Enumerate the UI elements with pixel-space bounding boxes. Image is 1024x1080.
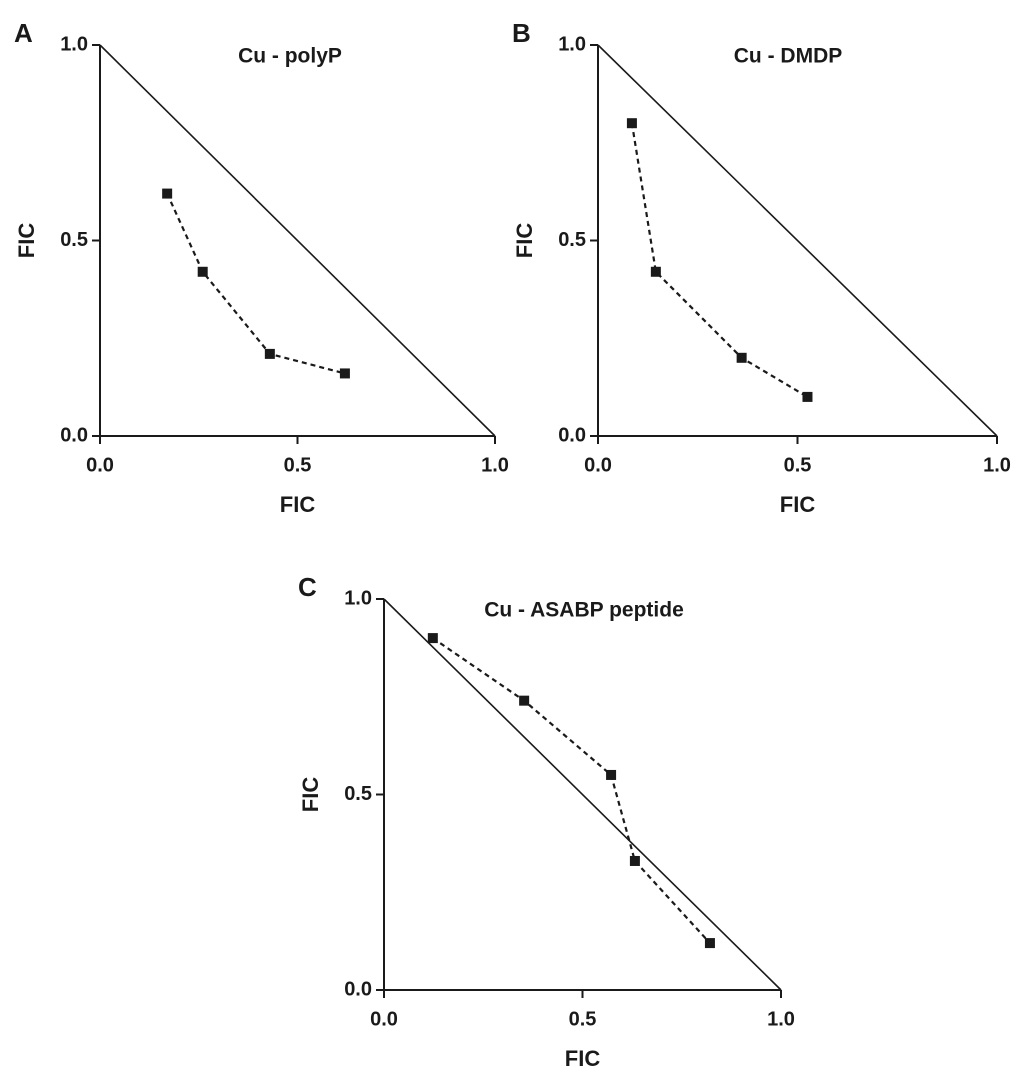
dashed-line xyxy=(630,123,809,398)
marker xyxy=(427,633,438,644)
marker xyxy=(197,266,208,277)
x-tick-label: 0.0 xyxy=(370,1008,398,1030)
x-tick-label: 0.0 xyxy=(86,454,114,476)
marker xyxy=(339,368,350,379)
marker xyxy=(519,695,530,706)
x-axis-label: FIC xyxy=(280,492,316,517)
additivity-line xyxy=(383,598,782,991)
y-tick-label: 1.0 xyxy=(60,33,88,55)
y-tick-label: 0.0 xyxy=(344,978,372,1000)
y-tick-label: 1.0 xyxy=(558,33,586,55)
x-axis-label: FIC xyxy=(780,492,816,517)
marker xyxy=(629,855,640,866)
x-tick-label: 1.0 xyxy=(481,454,509,476)
y-axis-label: FIC xyxy=(14,223,39,259)
marker xyxy=(650,266,661,277)
y-axis-label: FIC xyxy=(512,223,537,259)
chart-title: Cu - polyP xyxy=(238,45,342,68)
y-tick-label: 1.0 xyxy=(344,587,372,609)
y-tick-label: 0.5 xyxy=(344,783,372,805)
marker xyxy=(162,188,173,199)
y-axis-label: FIC xyxy=(298,777,323,813)
marker xyxy=(704,938,715,949)
y-tick-label: 0.0 xyxy=(60,424,88,446)
panel-label: C xyxy=(298,572,317,602)
x-tick-label: 1.0 xyxy=(983,454,1011,476)
chart-title: Cu - ASABP peptide xyxy=(484,599,684,622)
marker xyxy=(626,118,637,129)
x-tick-label: 0.0 xyxy=(584,454,612,476)
additivity-line xyxy=(597,44,998,437)
marker xyxy=(264,348,275,359)
chart-title: Cu - DMDP xyxy=(734,45,843,68)
panel-label: B xyxy=(512,18,531,48)
marker xyxy=(606,769,617,780)
additivity-line xyxy=(99,44,496,437)
marker xyxy=(802,391,813,402)
x-axis-label: FIC xyxy=(565,1046,601,1071)
x-tick-label: 0.5 xyxy=(569,1008,597,1030)
x-tick-label: 1.0 xyxy=(767,1008,795,1030)
x-tick-label: 0.5 xyxy=(784,454,812,476)
dashed-line xyxy=(432,637,711,944)
x-tick-label: 0.5 xyxy=(284,454,312,476)
y-tick-label: 0.0 xyxy=(558,424,586,446)
y-tick-label: 0.5 xyxy=(558,229,586,251)
panel-label: A xyxy=(14,18,33,48)
y-tick-label: 0.5 xyxy=(60,229,88,251)
dashed-line xyxy=(166,193,346,375)
marker xyxy=(736,352,747,363)
